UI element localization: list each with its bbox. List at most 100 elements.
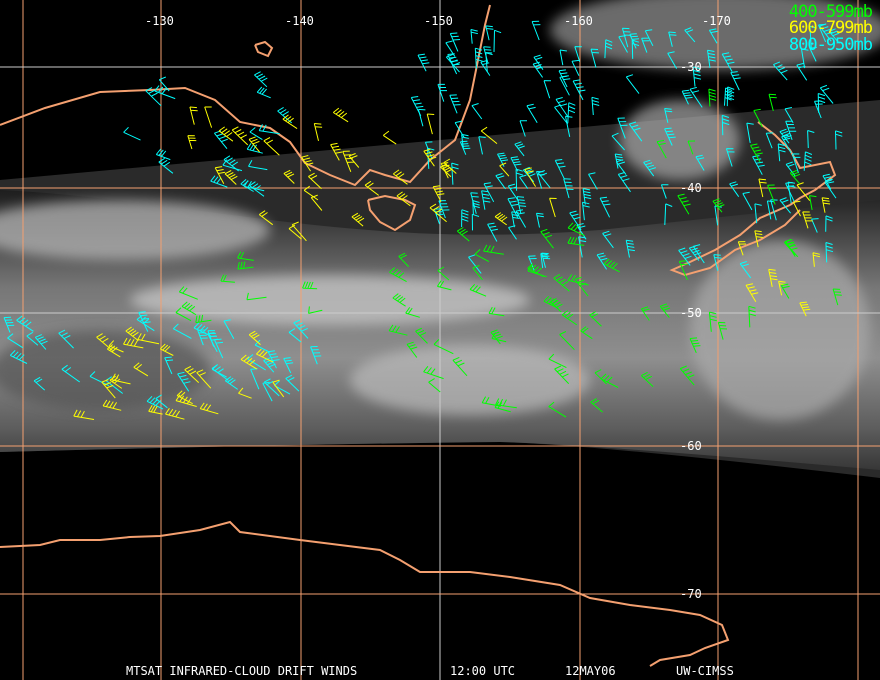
wind-barb: [528, 255, 537, 271]
wind-barb: [106, 344, 121, 358]
wind-barb: [543, 80, 552, 99]
wind-barb: [681, 89, 693, 105]
lon-label: -170: [702, 14, 731, 28]
wind-barb: [342, 150, 355, 172]
wind-barb: [483, 46, 493, 63]
wind-barb: [469, 283, 487, 297]
wind-barb: [589, 311, 602, 327]
wind-barb: [599, 196, 611, 218]
wind-barb: [9, 350, 28, 364]
wind-barb: [590, 48, 599, 68]
wind-barb: [495, 398, 517, 409]
wind-barb: [687, 140, 696, 155]
wind-barb: [812, 252, 821, 267]
wind-barb: [582, 188, 592, 205]
wind-barb: [308, 306, 323, 314]
coast-island: [254, 40, 274, 58]
wind-barb: [668, 31, 677, 47]
wind-barb: [461, 133, 469, 149]
lat-label: -40: [680, 181, 702, 195]
wind-barb: [472, 265, 483, 281]
wind-barb: [351, 212, 365, 227]
wind-barb: [707, 49, 716, 68]
wind-barb: [752, 155, 765, 175]
wind-barb: [796, 62, 808, 81]
wind-barb: [310, 194, 323, 211]
wind-barb: [291, 221, 307, 242]
wind-barb: [258, 210, 274, 226]
wind-barb: [424, 141, 433, 160]
wind-barb: [440, 163, 453, 178]
wind-barb: [436, 280, 452, 291]
wind-barb: [247, 354, 266, 371]
wind-barb: [428, 378, 441, 393]
wind-barb: [721, 52, 735, 72]
product-label: MTSAT INFRARED-CLOUD DRIFT WINDS: [126, 664, 358, 678]
coast-antarctica: [0, 520, 730, 667]
wind-barb: [563, 178, 574, 199]
wind-barb: [801, 48, 809, 69]
wind-barb: [617, 117, 628, 139]
wind-barb: [193, 322, 212, 337]
wind-barb: [468, 254, 482, 274]
lon-label: -130: [145, 14, 174, 28]
wind-barb: [818, 23, 827, 43]
wind-barb: [515, 168, 524, 191]
lat-label: -30: [680, 60, 702, 74]
wind-barb: [137, 333, 160, 345]
wind-barb: [301, 155, 314, 172]
date-label: 12MAY06: [565, 664, 616, 678]
wind-barb: [721, 114, 730, 136]
wind-barb: [493, 29, 502, 53]
wind-barb: [730, 71, 741, 91]
wind-barb: [471, 103, 483, 120]
wind-barb: [123, 126, 141, 141]
wind-barb: [488, 306, 505, 317]
wind-barb: [480, 59, 491, 76]
wind-barb: [452, 356, 468, 377]
wind-barb: [210, 175, 228, 188]
wind-barb: [578, 236, 587, 258]
wind-barb: [445, 53, 461, 73]
wind-barb: [158, 76, 170, 92]
wind-barb: [708, 311, 718, 332]
wind-barb: [548, 353, 567, 369]
wind-barb: [61, 364, 80, 383]
wind-barb: [780, 283, 790, 299]
wind-barb: [396, 191, 411, 207]
wind-barb: [195, 314, 212, 324]
source-label: UW-CIMSS: [676, 664, 734, 678]
wind-barb: [34, 334, 48, 350]
wind-barb: [569, 210, 582, 231]
wind-barb: [283, 169, 295, 184]
wind-barb: [123, 337, 144, 349]
wind-barb: [108, 340, 124, 353]
wind-barb: [248, 330, 261, 345]
wind-barb: [417, 53, 430, 72]
wind-barb: [559, 49, 567, 66]
wind-barb: [497, 152, 509, 167]
wind-barb: [777, 143, 786, 162]
wind-barb: [789, 169, 801, 184]
wind-barb: [145, 87, 162, 107]
wind-barb: [664, 203, 673, 226]
wind-barb: [784, 107, 794, 123]
wind-barb: [678, 247, 692, 266]
wind-barb: [308, 172, 322, 190]
wind-barb: [809, 195, 817, 210]
wind-barb: [73, 409, 95, 420]
wind-barb: [604, 39, 613, 59]
wind-barb: [33, 376, 46, 391]
wind-barb: [146, 395, 164, 410]
wind-barb: [582, 201, 590, 221]
wind-barb: [256, 348, 274, 363]
wind-barb: [432, 185, 445, 202]
wind-barb: [96, 333, 113, 351]
wind-barb: [332, 107, 349, 123]
wind-barb: [249, 127, 263, 141]
wind-barb: [527, 263, 544, 278]
wind-barb: [249, 181, 265, 197]
wind-barb: [138, 311, 151, 332]
wind-barb: [765, 132, 774, 149]
